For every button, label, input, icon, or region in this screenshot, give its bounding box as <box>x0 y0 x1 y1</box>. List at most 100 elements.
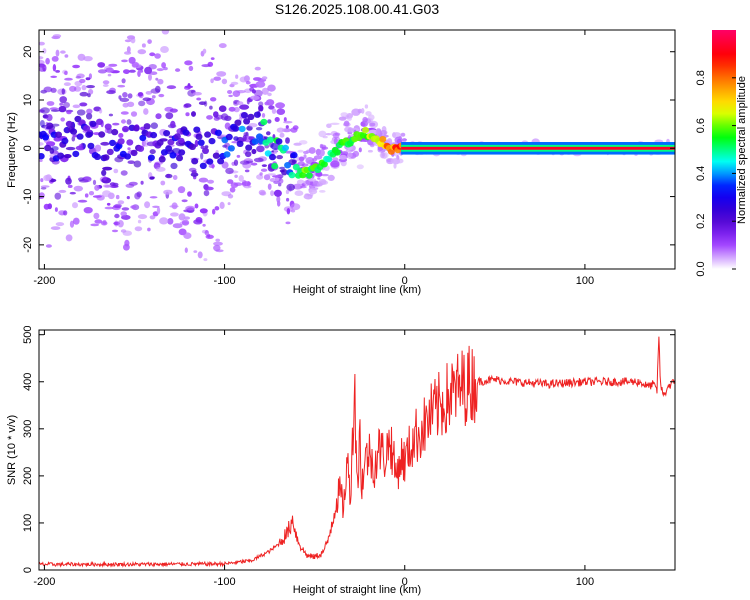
heatmap-cell <box>99 108 103 114</box>
heatmap-cell <box>49 107 59 111</box>
heatmap-cell <box>204 186 214 191</box>
heatmap-cell <box>114 213 120 219</box>
heatmap-cell <box>232 125 240 132</box>
heatmap-cell <box>120 211 127 217</box>
heatmap-cell <box>305 172 313 179</box>
heatmap-cell <box>396 138 402 144</box>
heatmap-cell <box>131 61 139 68</box>
heatmap-cell <box>243 118 251 125</box>
heatmap-cell <box>76 73 85 79</box>
heatmap-cell <box>297 149 304 153</box>
heatmap-cell <box>88 191 95 196</box>
heatmap-cell <box>206 115 213 120</box>
heatmap-cell <box>152 205 160 208</box>
heatmap-cell <box>199 208 208 214</box>
heatmap-cell <box>248 123 258 128</box>
heatmap-cell <box>184 247 188 253</box>
x-tick-label: 0 <box>402 576 408 588</box>
x-tick-label: -100 <box>214 275 236 287</box>
heatmap-cell <box>238 125 246 133</box>
heatmap-cell <box>251 138 259 145</box>
spectrogram-heatmap <box>39 30 675 262</box>
heatmap-cell <box>158 93 165 98</box>
heatmap-cell <box>284 162 292 169</box>
heatmap-cell <box>258 101 264 107</box>
heatmap-cell <box>72 134 78 138</box>
heatmap-cell <box>155 166 166 172</box>
colorbar-tick-label: 0.8 <box>695 70 707 85</box>
heatmap-cell <box>108 113 113 117</box>
heatmap-cell <box>239 76 248 83</box>
heatmap-cell <box>221 161 229 169</box>
heatmap-cell <box>87 142 95 150</box>
heatmap-cell <box>347 152 353 158</box>
heatmap-cell <box>124 39 132 43</box>
heatmap-cell <box>86 85 95 89</box>
x-tick-label: -100 <box>214 576 236 588</box>
heatmap-cell <box>124 239 130 247</box>
heatmap-cell <box>233 159 239 166</box>
heatmap-cell <box>79 102 88 107</box>
heatmap-cell <box>285 125 289 129</box>
heatmap-cell <box>215 114 224 120</box>
heatmap-cell <box>198 177 209 183</box>
heatmap-cell <box>39 66 46 72</box>
heatmap-cell <box>362 126 369 134</box>
heatmap-cell <box>296 156 300 162</box>
colorbar-ticks: 0.0 0.2 0.4 0.6 0.8 <box>695 70 736 277</box>
heatmap-cell <box>159 217 169 225</box>
heatmap-cell <box>87 93 91 98</box>
heatmap-cell <box>155 113 162 120</box>
heatmap-cell <box>251 148 257 155</box>
heatmap-cell <box>176 154 183 162</box>
heatmap-cell <box>225 167 234 175</box>
heatmap-cell <box>69 191 76 195</box>
heatmap-cell <box>228 94 233 98</box>
heatmap-cell <box>172 175 178 180</box>
heatmap-cell <box>204 131 212 138</box>
heatmap-cell <box>321 146 329 150</box>
heatmap-cell <box>117 138 125 145</box>
heatmap-cell <box>86 112 93 120</box>
y-tick-label: -10 <box>22 189 34 205</box>
heatmap-cell <box>112 122 120 126</box>
heatmap-cell <box>197 251 203 259</box>
snr-xlabel: Height of straight line (km) <box>293 584 421 596</box>
heatmap-cell <box>214 129 222 136</box>
heatmap-cell <box>214 206 220 211</box>
heatmap-cell <box>137 70 141 77</box>
colorbar-tick-label: 0.6 <box>695 118 707 133</box>
heatmap-cell <box>230 81 239 85</box>
heatmap-cell <box>285 221 291 225</box>
heatmap-cell <box>343 120 350 127</box>
heatmap-cell <box>326 123 332 129</box>
heatmap-cell <box>234 119 242 126</box>
heatmap-cell <box>149 196 158 199</box>
heatmap-cell <box>275 102 285 109</box>
heatmap-cell <box>39 41 45 46</box>
heatmap-cell <box>268 105 275 110</box>
heatmap-cell <box>298 156 305 162</box>
heatmap-cell <box>69 220 75 228</box>
heatmap-cell <box>339 154 347 160</box>
snr-series-line <box>39 336 675 568</box>
heatmap-cell <box>286 183 296 191</box>
heatmap-cell <box>273 189 282 197</box>
colorbar-bar <box>712 30 736 269</box>
heatmap-cell <box>286 197 290 202</box>
heatmap-cell <box>57 152 65 159</box>
colorbar-label: Normalized spectral amplitude <box>736 76 748 224</box>
heatmap-cell <box>55 222 65 227</box>
heatmap-cell <box>118 133 124 138</box>
heatmap-cell <box>119 97 130 102</box>
heatmap-cell <box>318 130 327 138</box>
snr-frame <box>38 329 676 571</box>
heatmap-cell <box>51 56 59 62</box>
heatmap-cell <box>223 151 231 158</box>
heatmap-cell <box>266 136 274 143</box>
heatmap-cell <box>173 133 181 140</box>
heatmap-cell <box>238 175 244 182</box>
heatmap-cell <box>83 56 93 62</box>
snr-ylabel: SNR (10 * v/v) <box>6 415 18 485</box>
